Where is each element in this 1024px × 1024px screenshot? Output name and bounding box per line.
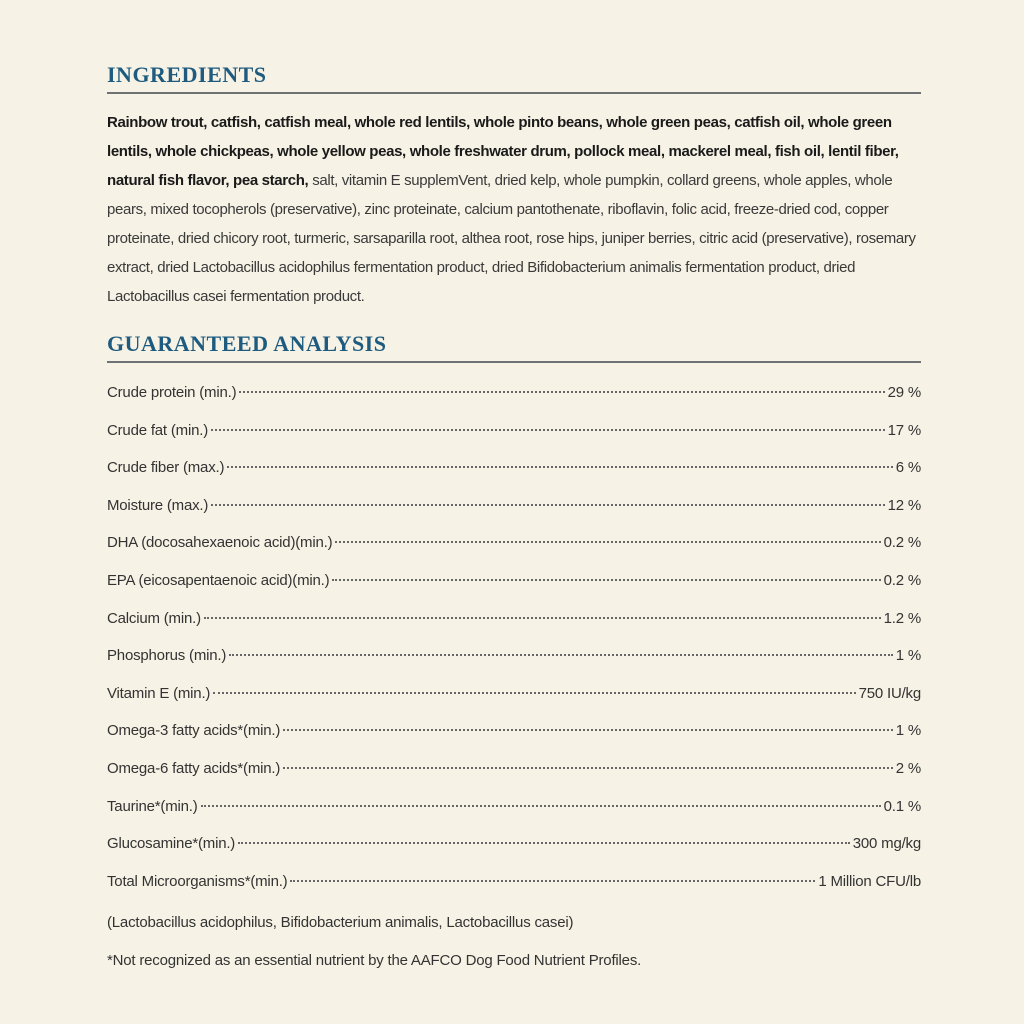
nutrient-value: 2 % <box>895 759 921 777</box>
nutrient-value: 17 % <box>887 421 922 439</box>
nutrient-value: 0.2 % <box>883 534 922 552</box>
nutrient-value: 6 % <box>895 459 921 477</box>
nutrient-value: 300 mg/kg <box>852 835 921 853</box>
nutrient-label: Vitamin E (min.) <box>107 684 211 702</box>
nutrient-label: EPA (eicosapentaenoic acid)(min.) <box>107 571 330 589</box>
analysis-row: Omega-3 fatty acids*(min.) 1 % <box>107 722 921 760</box>
dot-leader <box>213 691 856 694</box>
dot-leader <box>211 428 885 431</box>
ingredients-bold: Rainbow trout, catfish, catfish meal, wh… <box>107 114 899 189</box>
nutrient-label: Omega-3 fatty acids*(min.) <box>107 722 281 740</box>
analysis-row: Crude fat (min.) 17 % <box>107 422 921 460</box>
nutrient-label: Calcium (min.) <box>107 609 201 627</box>
nutrient-value: 1 % <box>895 722 921 740</box>
dot-leader <box>203 616 881 619</box>
analysis-row: Phosphorus (min.) 1 % <box>107 647 921 685</box>
analysis-row: Omega-6 fatty acids*(min.) 2 % <box>107 760 921 798</box>
analysis-heading: GUARANTEED ANALYSIS <box>107 331 921 363</box>
nutrient-label: Moisture (max.) <box>107 496 209 514</box>
dot-leader <box>290 879 816 882</box>
nutrient-value: 12 % <box>887 496 922 514</box>
nutrient-value: 1 Million CFU/lb <box>818 872 921 890</box>
nutrient-value: 0.1 % <box>883 797 922 815</box>
nutrient-label: Taurine*(min.) <box>107 797 198 815</box>
ingredients-heading: INGREDIENTS <box>107 62 921 94</box>
dot-leader <box>335 541 881 544</box>
nutrient-value: 29 % <box>887 384 922 401</box>
analysis-row: Crude protein (min.) 29 % <box>107 384 921 422</box>
nutrient-value: 1 % <box>895 647 921 665</box>
dot-leader <box>283 766 893 769</box>
nutrient-label: DHA (docosahexaenoic acid)(min.) <box>107 534 333 552</box>
ingredients-text: Rainbow trout, catfish, catfish meal, wh… <box>107 108 921 311</box>
analysis-row: Vitamin E (min.) 750 IU/kg <box>107 685 921 723</box>
dot-leader <box>227 466 893 469</box>
organism-note: (Lactobacillus acidophilus, Bifidobacter… <box>107 914 574 931</box>
analysis-row: Crude fiber (max.) 6 % <box>107 459 921 497</box>
nutrient-value: 0.2 % <box>883 571 922 589</box>
dot-leader <box>200 804 881 807</box>
dot-leader <box>238 842 850 845</box>
analysis-row: Moisture (max.) 12 % <box>107 497 921 535</box>
analysis-row: Calcium (min.) 1.2 % <box>107 610 921 648</box>
analysis-row: Total Microorganisms*(min.) 1 Million CFU… <box>107 873 921 911</box>
dot-leader <box>332 578 881 581</box>
nutrient-label: Glucosamine*(min.) <box>107 835 236 853</box>
nutrient-label: Crude fiber (max.) <box>107 459 225 477</box>
dot-leader <box>239 391 885 393</box>
analysis-rows: Crude protein (min.) 29 % Crude fat (min.)… <box>107 384 921 910</box>
analysis-row: DHA (docosahexaenoic acid)(min.) 0.2 % <box>107 534 921 572</box>
analysis-row: Glucosamine*(min.) 300 mg/kg <box>107 835 921 873</box>
nutrient-label: Crude fat (min.) <box>107 421 208 439</box>
dot-leader <box>283 729 893 732</box>
dot-leader <box>211 503 885 506</box>
nutrient-label: Omega-6 fatty acids*(min.) <box>107 759 281 777</box>
dot-leader <box>229 654 893 657</box>
nutrient-label: Crude protein (min.) <box>107 384 237 401</box>
ingredients-regular: salt, vitamin E supplemVent, dried kelp,… <box>107 172 916 305</box>
footnote: *Not recognized as an essential nutrient… <box>107 952 642 969</box>
analysis-row: Taurine*(min.) 0.1 % <box>107 798 921 836</box>
nutrient-label: Total Microorganisms*(min.) <box>107 872 288 890</box>
nutrient-label: Phosphorus (min.) <box>107 647 227 665</box>
nutrient-value: 1.2 % <box>883 609 922 627</box>
analysis-row: EPA (eicosapentaenoic acid)(min.) 0.2 % <box>107 572 921 610</box>
nutrient-value: 750 IU/kg <box>858 684 922 702</box>
